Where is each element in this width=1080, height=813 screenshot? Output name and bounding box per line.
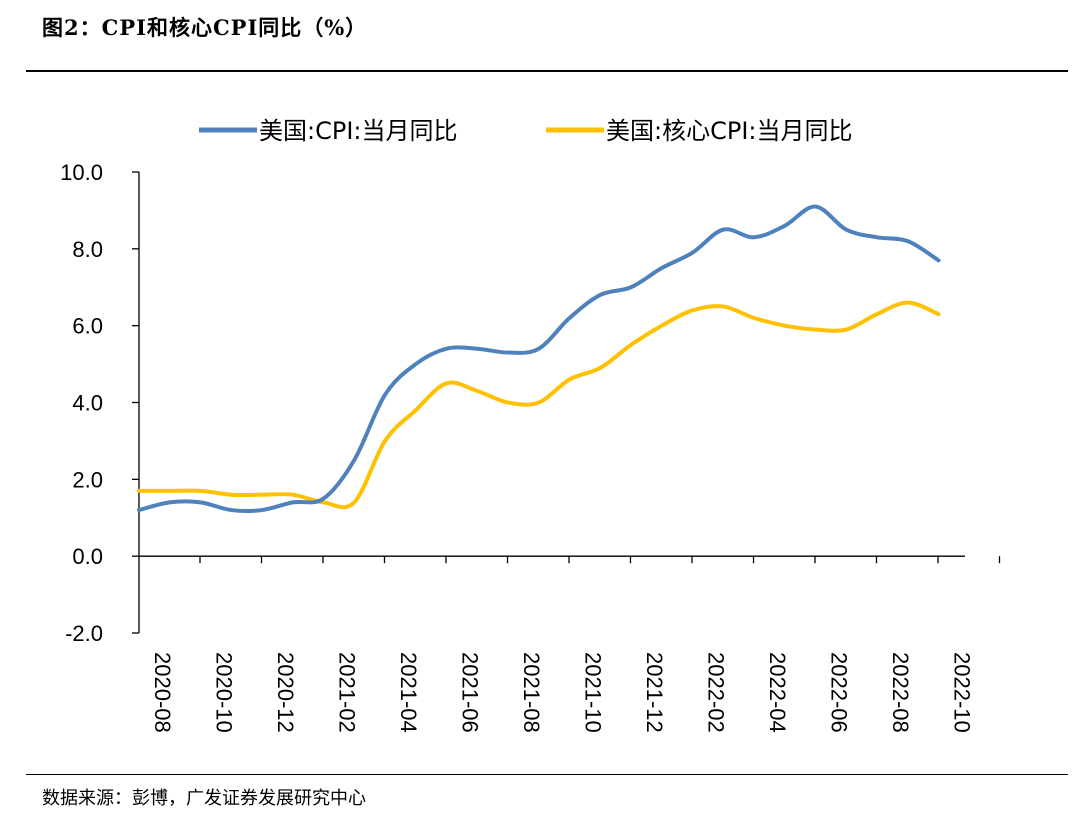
x-tick-label: 2022-02 [704, 652, 729, 733]
x-tick-label: 2020-10 [212, 652, 237, 733]
bottom-divider [26, 774, 1068, 775]
chart-legend: 美国:CPI:当月同比 美国:核心CPI:当月同比 [199, 117, 852, 145]
x-tick-label: 2022-06 [827, 652, 852, 733]
y-axis: -2.0 0.0 2.0 4.0 6.0 8.0 10.0 [60, 160, 140, 646]
x-tick-label: 2020-08 [150, 652, 175, 733]
source-note: 数据来源：彭博，广发证券发展研究中心 [42, 788, 366, 809]
series-line-cpi [137, 204, 941, 514]
y-tick-label: 0.0 [72, 544, 103, 569]
y-tick-label: 10.0 [60, 160, 103, 185]
figure-title: 图2：CPI和核心CPI同比（%） [42, 15, 368, 40]
y-tick-label: 8.0 [72, 237, 103, 262]
y-tick-label: 6.0 [72, 314, 103, 339]
x-tick-label: 2022-10 [950, 652, 975, 733]
x-tick-label: 2021-04 [396, 652, 421, 733]
y-tick-label: 2.0 [72, 467, 103, 492]
legend-label: 美国:核心CPI:当月同比 [606, 117, 852, 145]
x-axis: 2020-08 2020-10 2020-12 2021-02 2021-04 2021-… [139, 555, 1001, 733]
x-tick-label: 2020-12 [273, 652, 298, 733]
x-tick-label: 2021-08 [519, 652, 544, 733]
x-tick-label: 2021-10 [581, 652, 606, 733]
legend-label: 美国:CPI:当月同比 [259, 117, 457, 145]
x-tick-label: 2021-02 [335, 652, 360, 733]
y-tick-label: -2.0 [65, 621, 103, 646]
series-line-core-cpi [137, 300, 941, 510]
x-tick-label: 2022-08 [888, 652, 913, 733]
x-tick-label: 2021-12 [642, 652, 667, 733]
x-tick-label: 2022-04 [765, 652, 790, 733]
top-divider [26, 70, 1068, 72]
y-tick-label: 4.0 [72, 391, 103, 416]
plot-area [137, 204, 941, 514]
x-tick-label: 2021-06 [458, 652, 483, 733]
